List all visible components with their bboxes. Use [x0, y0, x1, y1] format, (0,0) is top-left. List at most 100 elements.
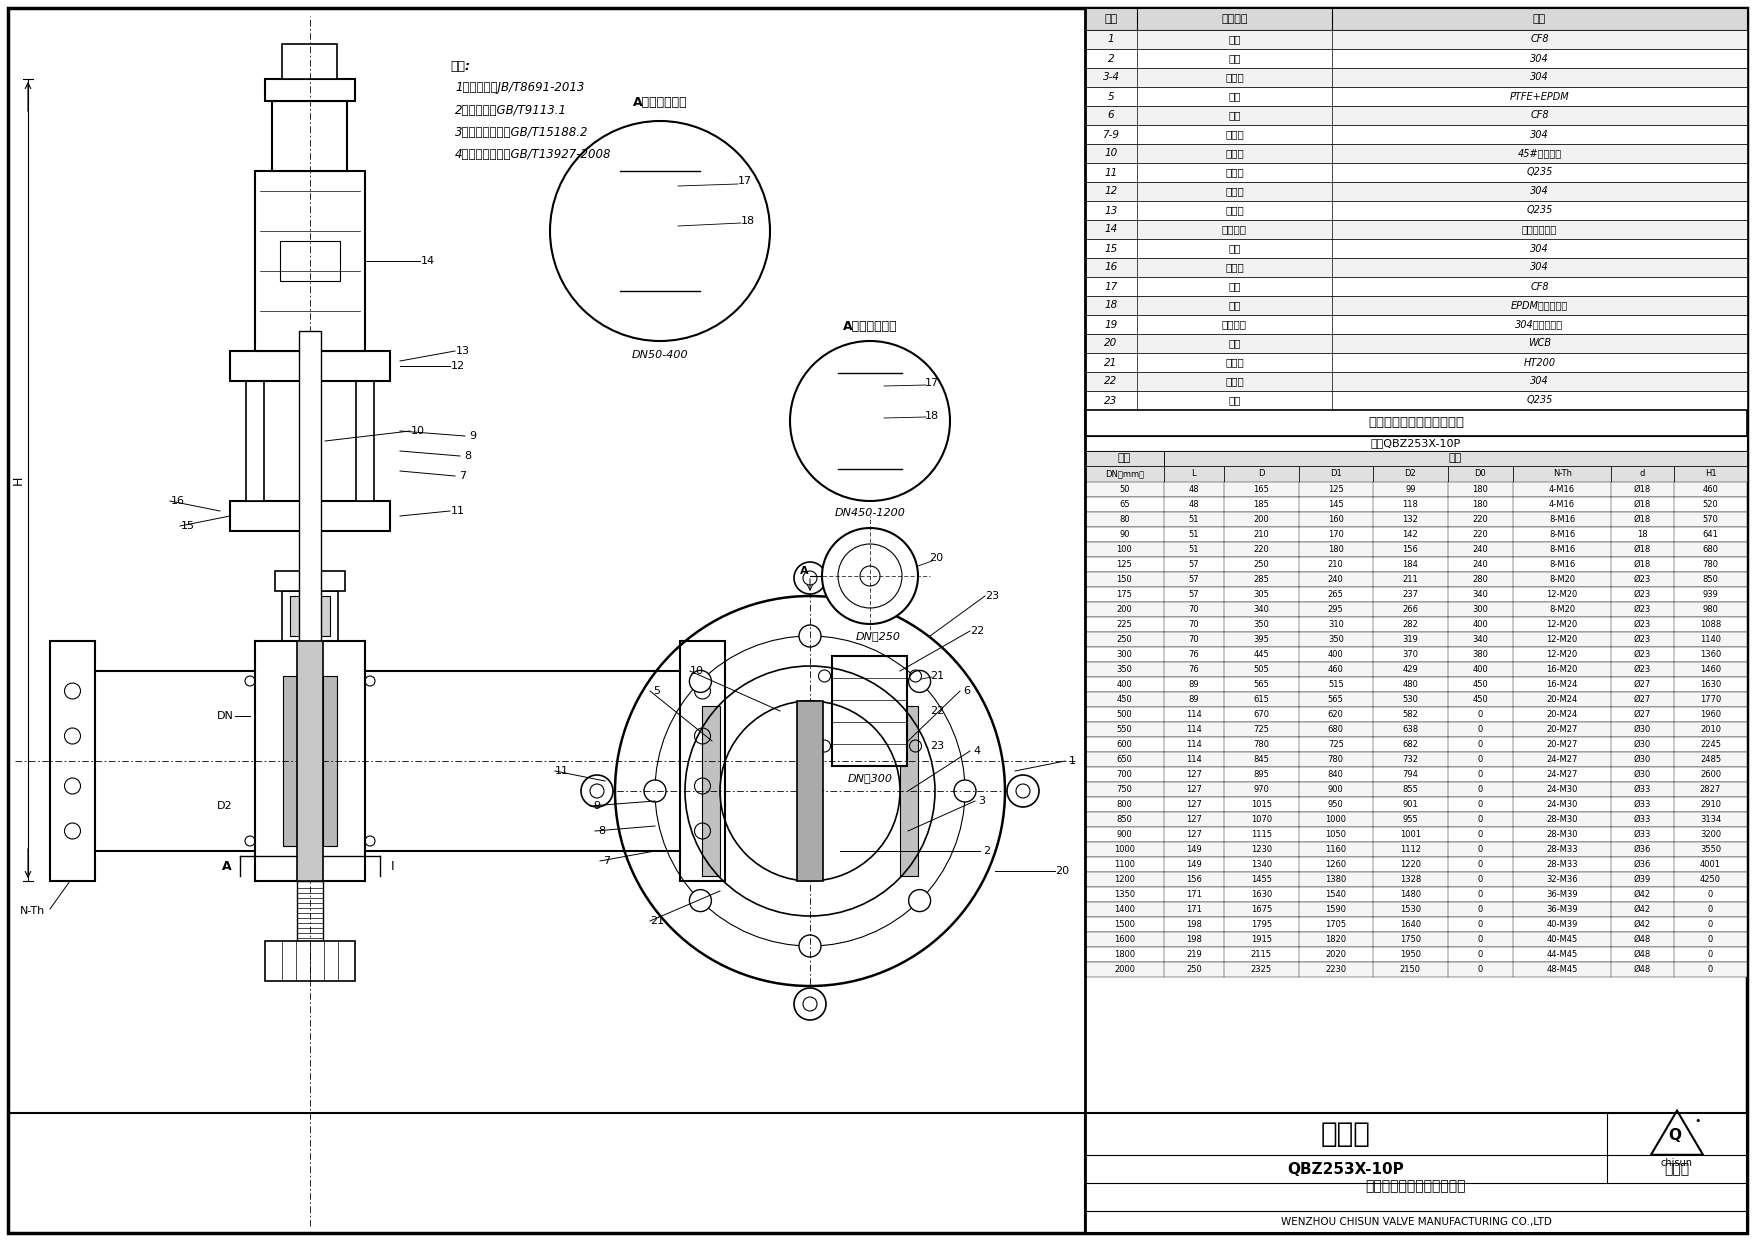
Text: 1350: 1350 [1114, 890, 1135, 898]
Bar [1085, 240, 1746, 258]
Text: chisun: chisun [1660, 1158, 1694, 1168]
Text: 刀闸阀主要外形及连接尺寸: 刀闸阀主要外形及连接尺寸 [1367, 417, 1464, 429]
Text: 9: 9 [469, 431, 477, 441]
Text: 4250: 4250 [1701, 875, 1722, 884]
Bar [1085, 707, 1746, 722]
Text: 17: 17 [1104, 282, 1118, 292]
Bar [297, 642, 323, 881]
Text: 125: 125 [1329, 485, 1344, 494]
Text: 4-M16: 4-M16 [1550, 485, 1576, 494]
Text: 0: 0 [1478, 830, 1483, 839]
Bar [797, 701, 823, 881]
Bar [1085, 450, 1164, 467]
Text: 400: 400 [1472, 665, 1488, 674]
Text: 8-M20: 8-M20 [1550, 575, 1576, 585]
Text: 0: 0 [1708, 890, 1713, 898]
Text: 480: 480 [1402, 680, 1418, 689]
Text: 圆柱: 圆柱 [1228, 396, 1241, 406]
Text: 800: 800 [1116, 800, 1132, 809]
Circle shape [793, 562, 827, 594]
Text: 11: 11 [555, 766, 569, 776]
Text: 220: 220 [1472, 515, 1488, 524]
Text: Ø23: Ø23 [1634, 650, 1651, 659]
Text: 1500: 1500 [1114, 920, 1135, 930]
Text: 3-4: 3-4 [1102, 72, 1120, 82]
Bar [855, 388, 862, 453]
Text: 22: 22 [971, 625, 985, 635]
Bar [1085, 391, 1746, 410]
Text: 198: 198 [1186, 920, 1202, 930]
Circle shape [644, 781, 665, 802]
Text: 1950: 1950 [1400, 951, 1422, 959]
Bar [1164, 450, 1746, 467]
Text: 51: 51 [1188, 530, 1199, 539]
Text: 通径: 通径 [1118, 453, 1130, 463]
Text: 171: 171 [1186, 905, 1202, 915]
Text: Ø33: Ø33 [1634, 786, 1651, 794]
Text: 50: 50 [1120, 485, 1130, 494]
Text: 阀体: 阀体 [1228, 35, 1241, 45]
Text: 1770: 1770 [1701, 695, 1722, 704]
Text: 1460: 1460 [1701, 665, 1722, 674]
Text: 2115: 2115 [1251, 951, 1272, 959]
Text: 57: 57 [1188, 560, 1199, 570]
Text: 127: 127 [1186, 800, 1202, 809]
Text: 304: 304 [1530, 53, 1550, 63]
Text: 10: 10 [1104, 149, 1118, 159]
Text: 0: 0 [1708, 965, 1713, 974]
Text: 171: 171 [1186, 890, 1202, 898]
Text: 80: 80 [1120, 515, 1130, 524]
Text: D2: D2 [1404, 469, 1416, 479]
Text: 295: 295 [1329, 606, 1344, 614]
Text: 0: 0 [1478, 920, 1483, 930]
Text: 700: 700 [1116, 769, 1132, 779]
Text: 1360: 1360 [1701, 650, 1722, 659]
Text: 1915: 1915 [1251, 934, 1272, 944]
Text: Ø23: Ø23 [1634, 635, 1651, 644]
Bar [1085, 722, 1746, 737]
Text: 0: 0 [1708, 905, 1713, 915]
Text: 16-M20: 16-M20 [1546, 665, 1578, 674]
Text: 2、法兰按：GB/T9113.1: 2、法兰按：GB/T9113.1 [455, 103, 567, 117]
Text: 400: 400 [1472, 620, 1488, 629]
Text: 211: 211 [1402, 575, 1418, 585]
Text: 515: 515 [1329, 680, 1344, 689]
Text: 370: 370 [1402, 650, 1418, 659]
Text: 156: 156 [1186, 875, 1202, 884]
Text: 1220: 1220 [1400, 860, 1422, 869]
Text: 2000: 2000 [1114, 965, 1135, 974]
Text: DN50-400: DN50-400 [632, 350, 688, 360]
Text: 1、设计按：JB/T8691-2013: 1、设计按：JB/T8691-2013 [455, 82, 584, 94]
Text: 170: 170 [1329, 530, 1344, 539]
Bar [679, 171, 700, 290]
Text: 夹头: 夹头 [1228, 339, 1241, 349]
Text: Ø33: Ø33 [1634, 800, 1651, 809]
Text: I: I [391, 860, 395, 872]
Text: 895: 895 [1253, 769, 1269, 779]
Text: 200: 200 [1116, 606, 1132, 614]
Text: 2230: 2230 [1325, 965, 1346, 974]
Text: 89: 89 [1188, 680, 1199, 689]
Text: 237: 237 [1402, 589, 1418, 599]
Bar [1611, 467, 1674, 482]
Text: 17: 17 [925, 379, 939, 388]
Text: 18: 18 [741, 216, 755, 226]
Text: 400: 400 [1116, 680, 1132, 689]
Text: 149: 149 [1186, 845, 1202, 854]
Text: 0: 0 [1708, 920, 1713, 930]
Bar [1085, 542, 1746, 557]
Text: 282: 282 [1402, 620, 1418, 629]
Text: D: D [1258, 469, 1265, 479]
Bar [1085, 812, 1746, 827]
Text: 180: 180 [1472, 485, 1488, 494]
Text: 304: 304 [1530, 186, 1550, 196]
Bar [1085, 352, 1746, 372]
Circle shape [821, 527, 918, 624]
Circle shape [909, 890, 930, 912]
Text: 780: 780 [1253, 740, 1269, 750]
Bar [297, 881, 323, 941]
Text: 12: 12 [1104, 186, 1118, 196]
Text: 20-M27: 20-M27 [1546, 740, 1578, 750]
Text: 3550: 3550 [1701, 845, 1722, 854]
Text: 460: 460 [1702, 485, 1718, 494]
